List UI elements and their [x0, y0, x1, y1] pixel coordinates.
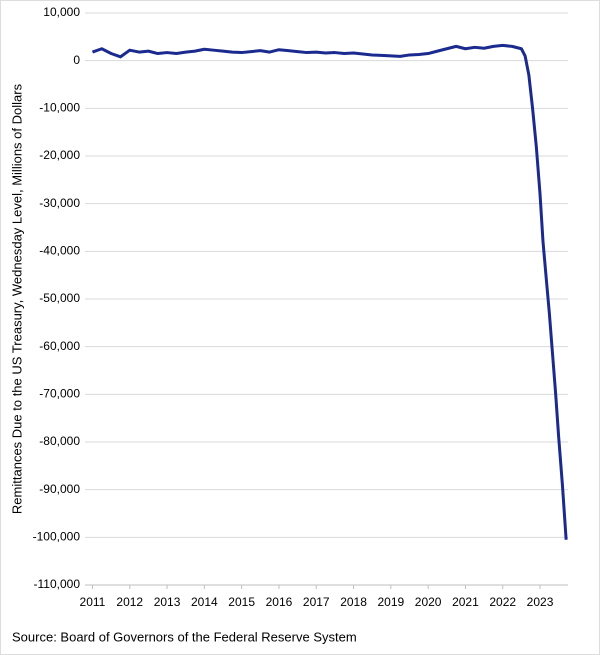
y-tick-label: 10,000: [43, 5, 80, 19]
x-tick-label: 2020: [415, 595, 442, 609]
x-tick-label: 2018: [340, 595, 367, 609]
x-tick-label: 2013: [154, 595, 181, 609]
x-tick-label: 2014: [191, 595, 218, 609]
x-tick-label: 2019: [377, 595, 404, 609]
y-tick-label: -90,000: [39, 482, 80, 496]
x-tick-label: 2022: [489, 595, 516, 609]
x-tick-label: 2011: [80, 595, 106, 609]
y-axis-label: Remittances Due to the US Treasury, Wedn…: [9, 83, 24, 514]
x-tick-label: 2016: [266, 595, 293, 609]
y-tick-label: -110,000: [34, 577, 81, 591]
x-tick-label: 2017: [303, 595, 330, 609]
y-tick-label: -40,000: [39, 244, 80, 258]
y-tick-label: -10,000: [39, 101, 80, 115]
source: Source: Board of Governors of the Federa…: [12, 629, 357, 644]
y-tick-label: -30,000: [39, 196, 80, 210]
y-tick-label: -50,000: [39, 291, 80, 305]
x-tick-label: 2012: [116, 595, 143, 609]
y-tick-label: -60,000: [39, 339, 80, 353]
y-tick-label: -20,000: [39, 148, 80, 162]
y-tick-label: 0: [73, 53, 80, 67]
x-tick-label: 2023: [527, 595, 554, 609]
y-tick-label: -70,000: [39, 387, 80, 401]
data-line: [91, 43, 568, 540]
y-tick-label: -80,000: [39, 434, 80, 448]
y-tick-label: -100,000: [33, 530, 81, 544]
x-tick-label: 2015: [228, 595, 255, 609]
x-tick-label: 2021: [452, 595, 479, 609]
